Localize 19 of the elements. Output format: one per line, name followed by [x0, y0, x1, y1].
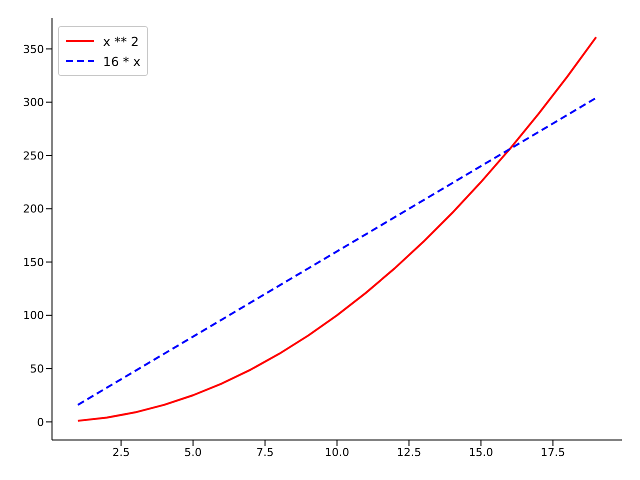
- y-tick-label: 150: [23, 256, 44, 269]
- y-tick-label: 0: [37, 416, 44, 429]
- x-tick-label: 17.5: [540, 446, 566, 459]
- y-tick-label: 300: [23, 96, 44, 110]
- y-tick-label: 200: [23, 202, 44, 216]
- legend-label: 16 * x: [103, 54, 140, 68]
- y-tick-label: 350: [23, 42, 44, 56]
- y-tick-label: 100: [23, 309, 44, 322]
- x-tick-label: 2.5: [112, 446, 130, 459]
- x-tick-label: 15.0: [468, 446, 494, 459]
- x-tick-label: 12.5: [396, 446, 422, 459]
- y-tick-label: 250: [23, 149, 44, 162]
- line-series: [76, 96, 598, 406]
- legend-label: x ** 2: [103, 34, 139, 48]
- x-tick-label: 7.5: [256, 446, 274, 459]
- y-tick-label: 50: [30, 362, 44, 376]
- x-tick-label: 5.0: [184, 446, 202, 459]
- x-tick-label: 10.0: [324, 446, 350, 459]
- line-series: [76, 36, 598, 422]
